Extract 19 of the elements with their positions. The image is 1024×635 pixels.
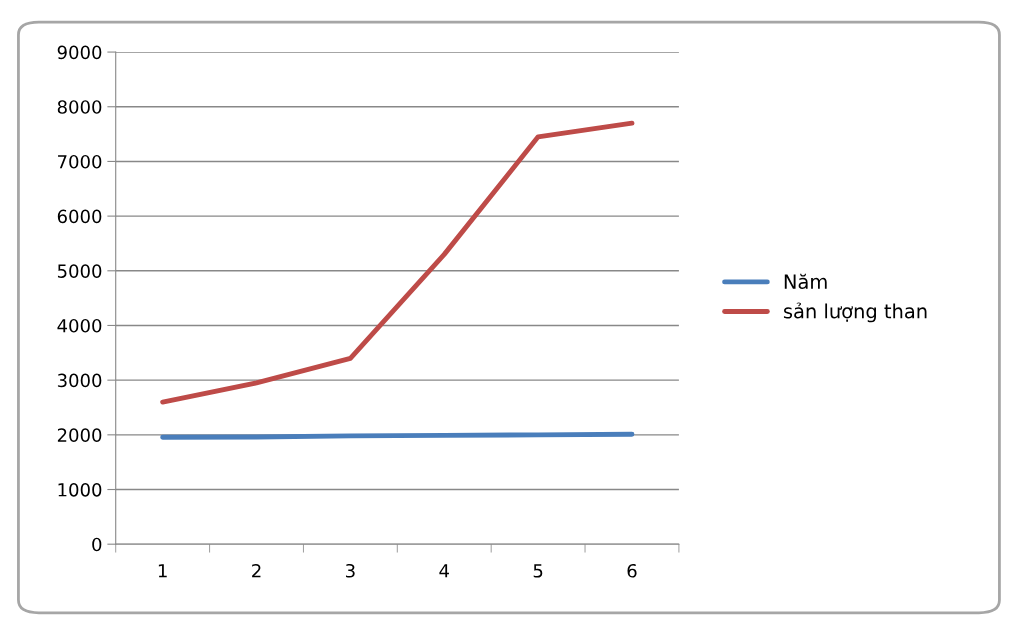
line-series	[160, 120, 635, 405]
y-tick-label: 4000	[57, 318, 102, 333]
x-tick-label: 3	[346, 563, 355, 578]
y-tick-label: 0	[92, 537, 102, 552]
y-tick-label: 6000	[57, 209, 102, 224]
x-tick-label: 6	[627, 563, 637, 578]
x-tick-label: 5	[533, 564, 543, 578]
x-tick-label: 4	[439, 564, 449, 578]
y-tick-label: 5000	[57, 264, 102, 278]
y-tick-label: 3000	[57, 373, 102, 388]
legend-label: Năm	[784, 273, 827, 290]
x-tick-label: 2	[252, 563, 261, 578]
y-tick-label: 2000	[57, 428, 102, 442]
y-tick-label: 7000	[58, 154, 102, 169]
x-tick-label: 1	[158, 564, 167, 578]
y-tick-label: 9000	[57, 45, 102, 60]
legend-label: sản lượng than	[783, 302, 927, 323]
y-tick-label: 8000	[57, 100, 102, 114]
y-tick-label: 1000	[58, 482, 102, 497]
